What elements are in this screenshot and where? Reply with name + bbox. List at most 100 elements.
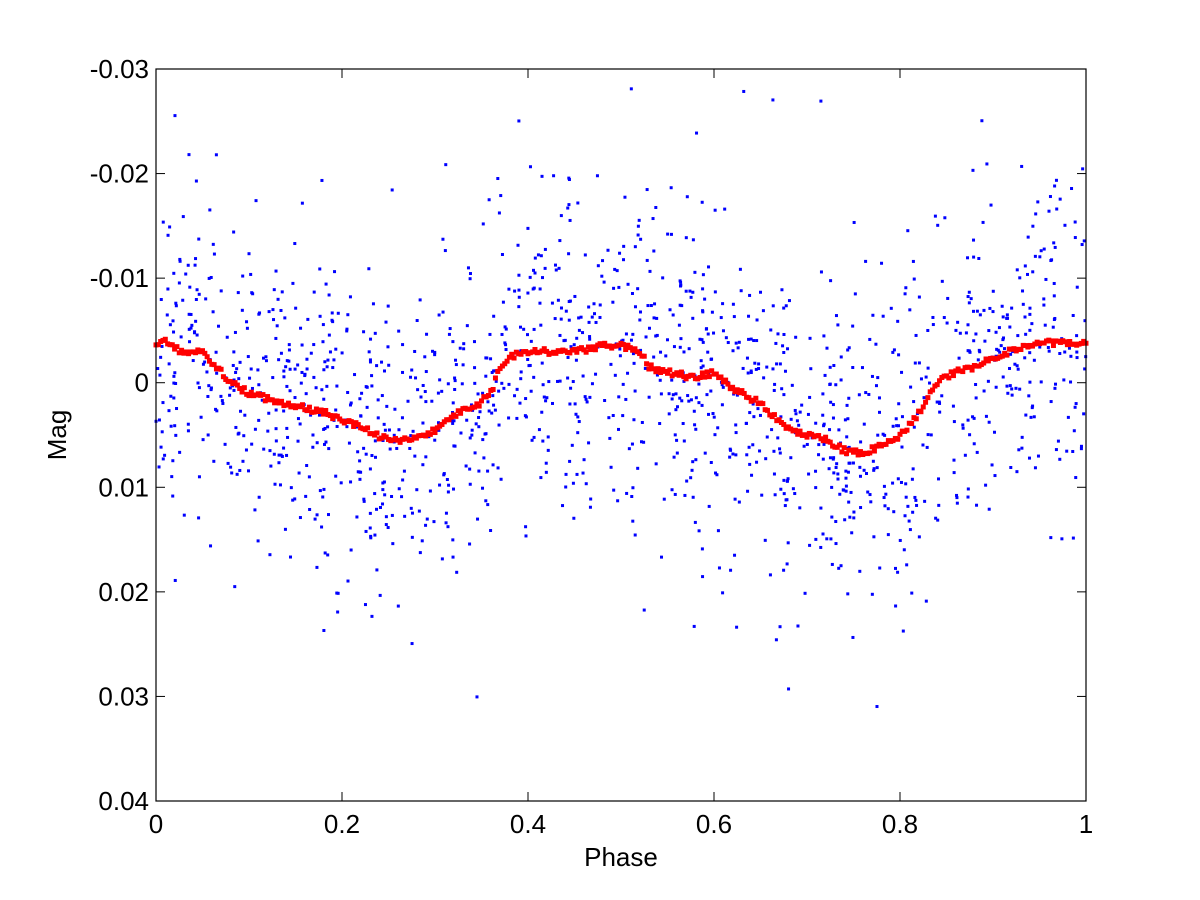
data-point bbox=[538, 301, 542, 305]
data-point bbox=[346, 390, 350, 394]
data-point bbox=[262, 447, 266, 451]
data-point bbox=[860, 366, 864, 370]
data-point bbox=[858, 569, 862, 573]
data-point bbox=[500, 381, 504, 385]
data-point bbox=[499, 477, 503, 481]
data-point bbox=[314, 386, 318, 390]
data-point bbox=[701, 575, 705, 579]
data-point bbox=[199, 415, 203, 419]
data-point bbox=[829, 400, 833, 404]
mean-curve-point bbox=[718, 374, 724, 380]
x-tick-label: 0.2 bbox=[324, 809, 360, 839]
data-point bbox=[188, 340, 192, 344]
mean-curve-point bbox=[455, 408, 461, 414]
data-point bbox=[433, 353, 437, 357]
data-point bbox=[828, 456, 832, 460]
data-point bbox=[705, 327, 709, 331]
data-point bbox=[952, 420, 956, 424]
data-point bbox=[501, 300, 505, 304]
data-point bbox=[630, 494, 634, 498]
y-tick-label: 0.04 bbox=[98, 786, 149, 816]
data-point bbox=[1001, 315, 1005, 319]
mean-curve-point bbox=[781, 421, 787, 427]
data-point bbox=[1005, 316, 1009, 320]
data-point bbox=[846, 592, 850, 596]
data-point bbox=[492, 369, 496, 373]
data-point bbox=[178, 257, 182, 261]
mean-curve-point bbox=[492, 375, 498, 381]
data-point bbox=[952, 471, 956, 475]
data-point bbox=[410, 642, 414, 646]
data-point bbox=[884, 492, 888, 496]
data-point bbox=[433, 350, 437, 354]
mean-curve-point bbox=[723, 377, 729, 383]
data-point bbox=[417, 509, 421, 513]
mean-curve-point bbox=[476, 403, 482, 409]
data-point bbox=[701, 340, 705, 344]
mean-curve-point bbox=[318, 407, 324, 413]
data-point bbox=[1081, 167, 1085, 171]
data-point bbox=[823, 373, 827, 377]
y-tick-label: -0.03 bbox=[90, 54, 149, 84]
data-point bbox=[912, 277, 916, 281]
data-point bbox=[400, 495, 404, 499]
data-point bbox=[645, 188, 649, 192]
data-point bbox=[660, 555, 664, 559]
data-point bbox=[803, 591, 807, 595]
data-point bbox=[993, 474, 997, 478]
data-point bbox=[349, 548, 353, 552]
mean-curve-point bbox=[706, 374, 712, 380]
mean-curve-point bbox=[592, 347, 598, 353]
data-point bbox=[378, 593, 382, 597]
data-point bbox=[618, 347, 622, 351]
data-point bbox=[390, 513, 394, 517]
data-point bbox=[209, 386, 213, 390]
data-point bbox=[699, 366, 703, 370]
data-point bbox=[760, 493, 764, 497]
data-point bbox=[1073, 220, 1077, 224]
data-point bbox=[587, 305, 591, 309]
data-point bbox=[912, 425, 916, 429]
data-point bbox=[976, 358, 980, 362]
data-point bbox=[639, 348, 643, 352]
data-point bbox=[700, 338, 704, 342]
data-point bbox=[933, 214, 937, 218]
mean-curve-point bbox=[674, 370, 680, 376]
data-point bbox=[451, 555, 455, 559]
data-point bbox=[282, 369, 286, 373]
mean-curve-point bbox=[655, 366, 661, 372]
data-point bbox=[447, 483, 451, 487]
data-point bbox=[747, 337, 751, 341]
data-point bbox=[383, 493, 387, 497]
data-point bbox=[331, 366, 335, 370]
mean-curve-point bbox=[797, 428, 803, 434]
data-point bbox=[652, 249, 656, 253]
data-point bbox=[326, 358, 330, 362]
data-point bbox=[752, 339, 756, 343]
data-point bbox=[386, 345, 390, 349]
data-point bbox=[900, 415, 904, 419]
data-point bbox=[345, 425, 349, 429]
data-point bbox=[627, 447, 631, 451]
data-point bbox=[1075, 356, 1079, 360]
data-point bbox=[373, 533, 377, 537]
data-point bbox=[368, 526, 372, 530]
mean-curve-point bbox=[323, 407, 329, 413]
data-point bbox=[1015, 470, 1019, 474]
data-point bbox=[1050, 258, 1054, 262]
data-point bbox=[576, 201, 580, 205]
data-point bbox=[972, 255, 976, 259]
data-point bbox=[228, 393, 232, 397]
data-point bbox=[741, 366, 745, 370]
data-point bbox=[1028, 312, 1032, 316]
data-point bbox=[693, 520, 697, 524]
mean-curve-point bbox=[816, 433, 822, 439]
data-point bbox=[621, 382, 625, 386]
data-point bbox=[647, 326, 651, 330]
data-point bbox=[414, 376, 418, 380]
data-point bbox=[793, 492, 797, 496]
data-point bbox=[444, 163, 448, 167]
data-point bbox=[240, 308, 244, 312]
data-point bbox=[373, 492, 377, 496]
mean-curve-point bbox=[981, 360, 987, 366]
